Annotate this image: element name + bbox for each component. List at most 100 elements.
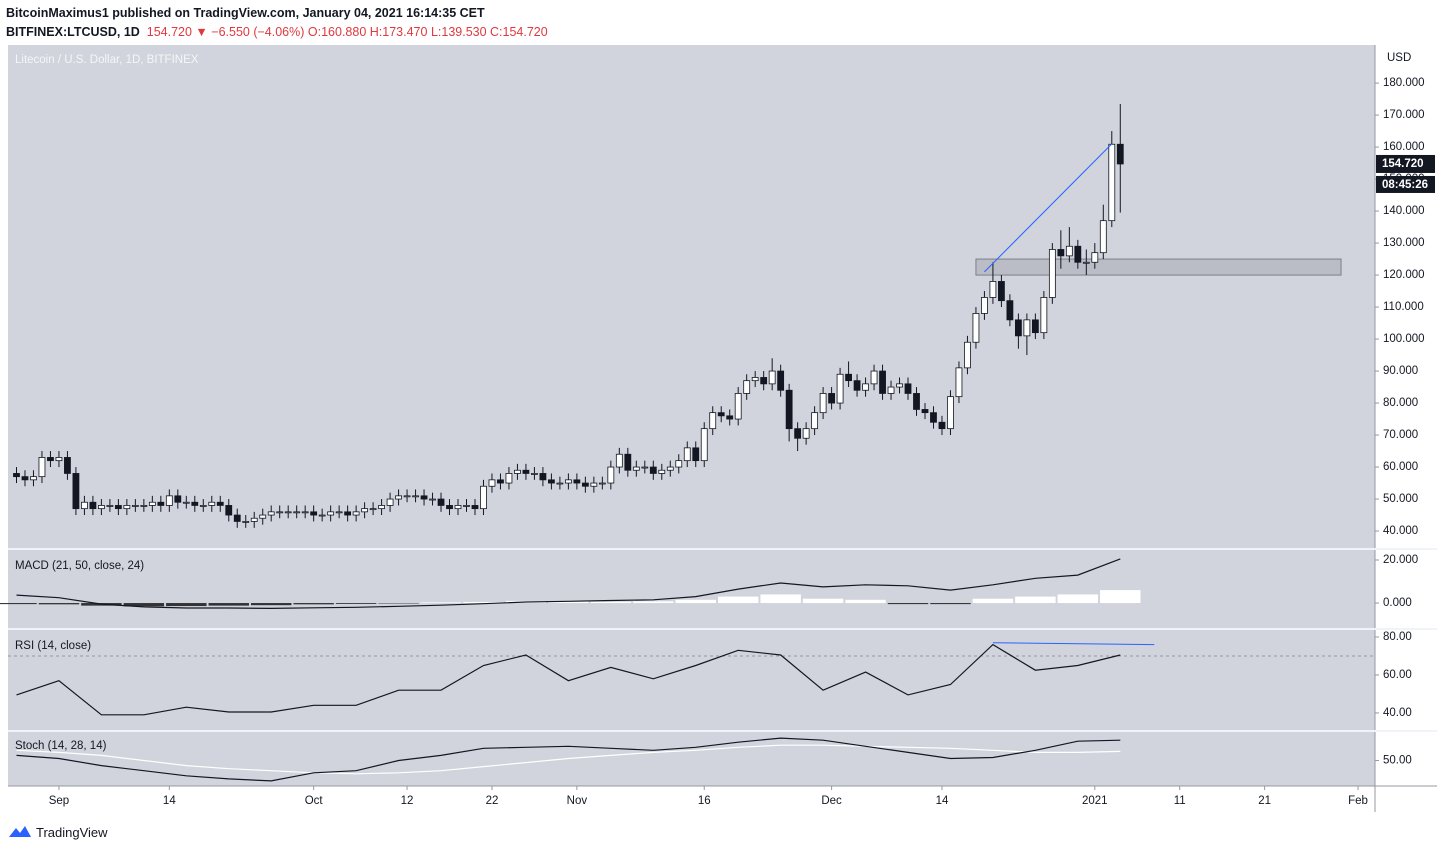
histogram-bar <box>1100 590 1141 604</box>
candle-body <box>734 393 742 420</box>
price-tag-label: 154.720 <box>1382 158 1424 170</box>
histogram-bar <box>123 603 165 607</box>
candle-body <box>1006 300 1014 321</box>
logo <box>9 826 31 837</box>
candle-body <box>607 466 615 484</box>
candle-body <box>327 511 335 516</box>
histogram-bar <box>335 603 377 604</box>
candle-body <box>785 389 793 430</box>
candle-body <box>386 498 394 506</box>
candle-body <box>913 393 920 410</box>
candle-body <box>64 457 71 474</box>
candle-body <box>233 514 241 522</box>
y-tick-label: 80.000 <box>1383 397 1418 409</box>
candle-body <box>344 511 352 516</box>
candle-body <box>921 409 929 414</box>
histogram-bar <box>38 603 80 605</box>
y-tick-label: 20.000 <box>1383 554 1418 566</box>
candle-body <box>335 511 343 514</box>
y-tick-label: 60.000 <box>1383 461 1418 473</box>
candle-body <box>539 473 547 481</box>
candle-body <box>955 367 963 398</box>
candle-body <box>573 479 581 484</box>
histogram-bar <box>675 599 716 604</box>
pane-title: Litecoin / U.S. Dollar, 1D, BITFINEX <box>15 54 199 66</box>
candle-body <box>768 370 776 385</box>
y-tick-label: 60.00 <box>1383 669 1412 681</box>
quote-line: BITFINEX:LTCUSD, 1D 154.720 ▼ −6.550 (−4… <box>6 23 548 42</box>
candle-body <box>598 482 606 485</box>
y-tick-label: 50.000 <box>1383 493 1418 505</box>
candle-body <box>21 476 29 481</box>
histogram-bar <box>1015 596 1056 604</box>
countdown: 08:45:26 <box>1382 179 1428 191</box>
candle-body <box>666 466 674 471</box>
candle-body <box>216 501 224 506</box>
candle-body <box>760 377 768 385</box>
histogram-bar <box>887 603 929 605</box>
candle-body <box>590 482 598 487</box>
histogram-bar <box>208 603 249 606</box>
candle-body <box>624 453 632 471</box>
header: BitcoinMaximus1 published on TradingView… <box>6 4 548 42</box>
candle-body <box>658 469 666 474</box>
low: L:139.530 <box>430 25 487 39</box>
candle-body <box>505 473 513 484</box>
candle-body <box>947 396 954 430</box>
y-tick-label: 160.000 <box>1383 141 1425 153</box>
candle-body <box>174 495 182 503</box>
candle-body <box>615 453 623 468</box>
y-tick-label: 140.000 <box>1383 205 1425 217</box>
candle-body <box>641 466 649 469</box>
publish-info: BitcoinMaximus1 published on TradingView… <box>6 6 485 20</box>
y-tick-label: 80.00 <box>1383 631 1412 643</box>
candle-body <box>182 501 190 504</box>
histogram-bar <box>802 598 844 604</box>
candle-body <box>828 393 835 404</box>
candle-body <box>378 505 385 510</box>
y-tick-label: 180.000 <box>1383 77 1425 89</box>
y-tick-label: 110.000 <box>1383 301 1424 313</box>
candle-body <box>1014 319 1022 337</box>
last: 154.720 <box>146 25 192 39</box>
candle-body <box>148 501 156 506</box>
candle-body <box>284 511 292 514</box>
countdown-bg <box>1376 175 1435 193</box>
change: −6.550 (−4.06%) <box>211 25 305 39</box>
candle-body <box>862 383 869 391</box>
candle-body <box>454 505 462 510</box>
candle-body <box>225 505 233 516</box>
candle-body <box>361 508 369 513</box>
arrow: ▼ <box>195 25 208 39</box>
candle-body <box>700 428 708 462</box>
candle-body <box>301 511 309 514</box>
plot-bg <box>8 45 1375 786</box>
candle-body <box>1074 245 1082 263</box>
candle-body <box>981 297 988 314</box>
candle-body <box>318 514 326 517</box>
y-tick-label: 70.000 <box>1383 429 1418 441</box>
candle-body <box>972 313 980 343</box>
candle-body <box>47 457 54 462</box>
x-tick-label: 14 <box>936 795 949 807</box>
candle-body <box>395 495 402 500</box>
candle-body <box>819 393 827 414</box>
candle-body <box>964 341 971 369</box>
candle-body <box>802 428 810 439</box>
candle-body <box>751 377 759 382</box>
zone <box>975 258 1342 276</box>
histogram-bar <box>590 601 632 604</box>
candle-body <box>887 386 895 394</box>
candle-body <box>420 495 428 500</box>
candle-body <box>531 473 538 475</box>
close: C:154.720 <box>490 25 548 39</box>
x-tick-label: Dec <box>821 795 842 807</box>
histogram-bar <box>293 603 334 605</box>
candle-body <box>369 508 377 511</box>
y-tick-label: 120.000 <box>1383 269 1425 281</box>
candle-body <box>72 473 80 510</box>
candle-body <box>140 505 148 507</box>
candle-body <box>1116 143 1124 165</box>
histogram-bar <box>845 599 886 604</box>
